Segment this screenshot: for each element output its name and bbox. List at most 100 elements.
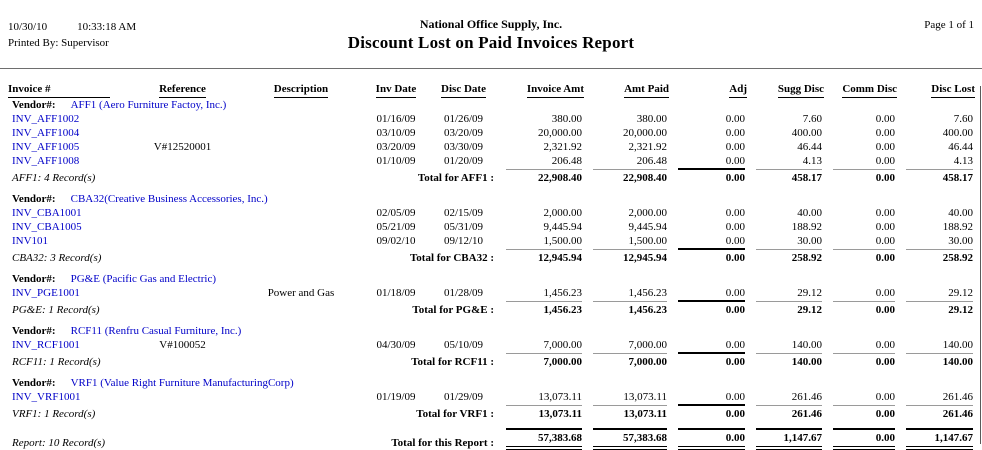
amount-cell-amt-paid: 7,000.00: [628, 339, 668, 351]
amount-cell-disc-lost: 400.00: [942, 127, 973, 139]
invoice-row: INV_RCF1001 V#100052 04/30/09 05/10/09 7,000…: [8, 338, 975, 352]
invoice-row: INV_CBA1005 05/21/09 05/31/09 9,445.94 9,445…: [8, 220, 975, 234]
column-header-description: Description: [240, 82, 362, 98]
invoice-link[interactable]: INV_AFF1004: [12, 127, 80, 139]
amount-cell-comm-disc: 0.00: [824, 428, 897, 450]
vendor-name-link[interactable]: CBA32(Creative Business Accessories, Inc…: [70, 193, 268, 205]
amount-cell-invoice-amt: 22,908.40: [497, 168, 584, 185]
invoice-row: INV_CBA1001 02/05/09 02/15/09 2,000.00 2,000…: [8, 206, 975, 220]
amount-cell-invoice-amt: 57,383.68: [497, 428, 584, 450]
total-rule: 0.00: [833, 169, 895, 185]
amount-cell-disc-lost: 261.46: [942, 391, 973, 403]
description-cell: [240, 390, 362, 404]
invoice-row: INV_AFF1008 01/10/09 01/20/09 206.48 206.48 0…: [8, 154, 975, 168]
spacer-row: [8, 317, 975, 324]
spacer-row: [8, 369, 975, 376]
reference-cell: [125, 112, 240, 126]
column-header-label: Disc Lost: [931, 82, 975, 98]
total-rule: 0.00: [833, 405, 895, 421]
total-rule: 1,147.67: [906, 428, 973, 450]
amount-cell-invoice-amt: 7,000.00: [497, 352, 584, 369]
column-header-label: Invoice Amt: [526, 82, 584, 98]
record-count: PG&E: 1 Record(s): [12, 304, 100, 316]
report-record-count: Report: 10 Record(s): [12, 437, 106, 449]
inv-date-cell: 03/10/09: [376, 127, 416, 139]
total-rule: 1,456.23: [506, 301, 582, 317]
invoice-link[interactable]: INV_PGE1001: [12, 287, 80, 299]
amount-cell-disc-lost: 46.44: [948, 141, 973, 153]
disc-date-cell: 03/30/09: [443, 141, 484, 153]
disc-date-cell: 01/29/09: [443, 391, 484, 403]
print-date: 10/30/10: [8, 21, 48, 33]
spacer-cell: [8, 369, 975, 376]
amount-cell-amt-paid: 206.48: [636, 155, 667, 167]
record-count: RCF11: 1 Record(s): [12, 356, 101, 368]
reference-cell: [125, 126, 240, 140]
amount-cell-invoice-amt: 380.00: [551, 113, 582, 125]
amount-cell-amt-paid: 12,945.94: [584, 248, 669, 265]
column-header-reference: Reference: [125, 82, 240, 98]
inv-date-cell: 04/30/09: [376, 339, 416, 351]
description-cell: [240, 140, 362, 154]
column-header-label: Sugg Disc: [777, 82, 824, 98]
amount-cell-adj: 0.00: [669, 404, 747, 421]
total-rule: 0.00: [678, 352, 745, 369]
disc-date-cell: 01/20/09: [443, 155, 484, 167]
amount-cell-invoice-amt: 1,456.23: [543, 287, 583, 299]
column-header-label: Adj: [729, 82, 747, 98]
total-rule: 13,073.11: [506, 405, 582, 421]
inv-date-cell: 01/16/09: [376, 113, 416, 125]
column-header-label: Description: [273, 82, 329, 98]
amount-cell-invoice-amt: 1,456.23: [497, 300, 584, 317]
invoice-link[interactable]: INV_AFF1008: [12, 155, 80, 167]
amount-cell-comm-disc: 0.00: [875, 113, 895, 125]
column-header-label: Disc Date: [441, 82, 486, 98]
print-time: 10:33:18 AM: [77, 21, 137, 33]
total-rule: 22,908.40: [506, 169, 582, 185]
amount-cell-adj: 0.00: [725, 287, 745, 299]
amount-cell-adj: 0.00: [669, 300, 747, 317]
amount-cell-sugg-disc: 140.00: [791, 339, 822, 351]
description-cell: [240, 206, 362, 220]
description-cell: [240, 338, 362, 352]
invoice-link[interactable]: INV_CBA1005: [12, 221, 82, 233]
record-count: CBA32: 3 Record(s): [12, 252, 102, 264]
amount-cell-disc-lost: 188.92: [942, 221, 973, 233]
invoice-link[interactable]: INV_AFF1002: [12, 113, 80, 125]
vendor-row: Vendor#: RCF11 (Renfru Casual Furniture, …: [8, 324, 975, 338]
amount-cell-amt-paid: 13,073.11: [623, 391, 667, 403]
amount-cell-comm-disc: 0.00: [875, 127, 895, 139]
amount-cell-sugg-disc: 40.00: [797, 207, 822, 219]
invoice-link[interactable]: INV_RCF1001: [12, 339, 80, 351]
amount-cell-comm-disc: 0.00: [824, 352, 897, 369]
total-rule: 140.00: [756, 353, 822, 369]
column-header-invoice-amt: Invoice Amt: [497, 82, 584, 98]
column-header-label: Invoice #: [8, 82, 110, 98]
vendor-row: Vendor#: PG&E (Pacific Gas and Electric): [8, 272, 975, 286]
total-rule: 7,000.00: [506, 353, 582, 369]
vendor-row: Vendor#: CBA32(Creative Business Accessor…: [8, 192, 975, 206]
amount-cell-sugg-disc: 30.00: [797, 235, 822, 247]
vendor-name-link[interactable]: VRF1 (Value Right Furniture Manufacturin…: [70, 377, 294, 389]
amount-cell-sugg-disc: 261.46: [791, 391, 822, 403]
invoice-link[interactable]: INV_CBA1001: [12, 207, 82, 219]
vendor-cell: Vendor#: CBA32(Creative Business Accessor…: [8, 192, 975, 206]
print-datetime: 10/30/10 10:33:18 AM: [8, 19, 136, 35]
description-cell: [240, 234, 362, 248]
invoice-link[interactable]: INV_VRF1001: [12, 391, 81, 403]
total-rule: 0.00: [833, 301, 895, 317]
vendor-total-label: Total for VRF1 :: [416, 408, 494, 420]
amount-cell-adj: 0.00: [725, 155, 745, 167]
amount-cell-sugg-disc: 400.00: [791, 127, 822, 139]
amount-cell-invoice-amt: 9,445.94: [543, 221, 583, 233]
invoice-link[interactable]: INV_AFF1005: [12, 141, 80, 153]
amount-cell-invoice-amt: 2,321.92: [543, 141, 583, 153]
disc-date-cell: 01/28/09: [443, 287, 484, 299]
invoice-link[interactable]: INV101: [12, 235, 49, 247]
amount-cell-comm-disc: 0.00: [824, 168, 897, 185]
vendor-name-link[interactable]: AFF1 (Aero Furniture Factoy, Inc.): [70, 99, 227, 111]
vendor-name-link[interactable]: PG&E (Pacific Gas and Electric): [70, 273, 216, 285]
report-total-label: Total for this Report :: [391, 437, 494, 449]
total-rule: 0.00: [678, 300, 745, 317]
vendor-name-link[interactable]: RCF11 (Renfru Casual Furniture, Inc.): [70, 325, 242, 337]
